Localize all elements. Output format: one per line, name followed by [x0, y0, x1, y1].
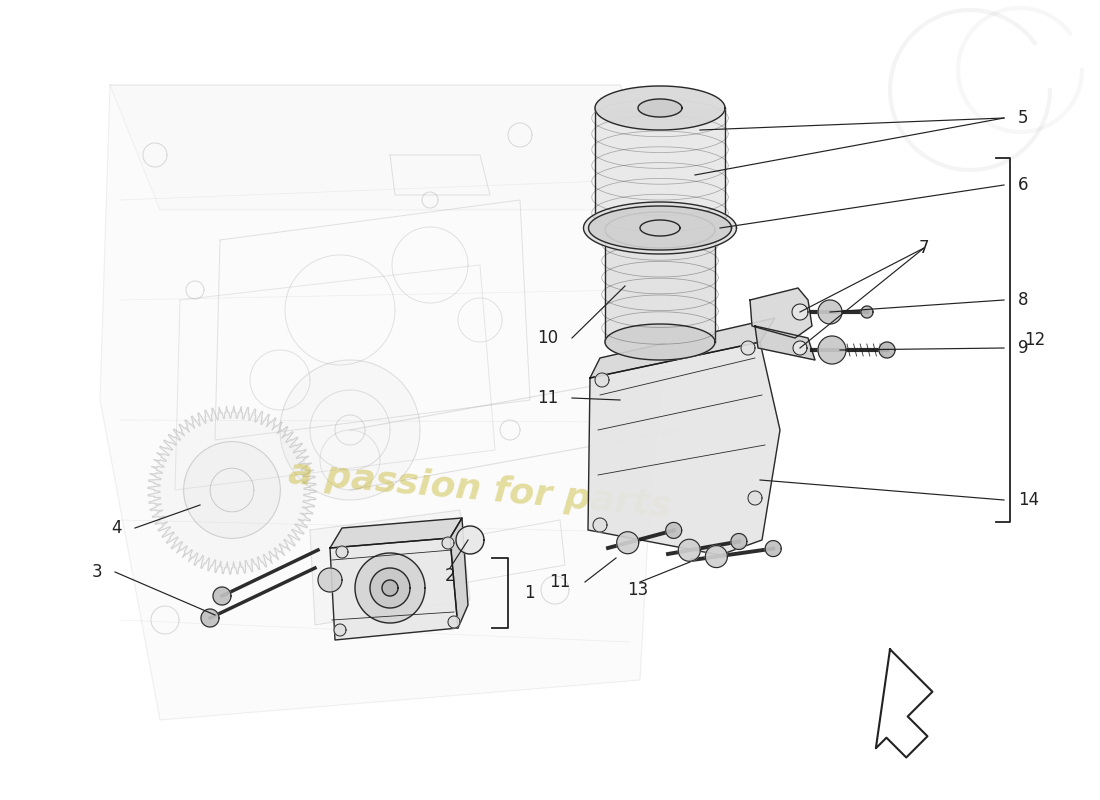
Polygon shape	[370, 568, 410, 608]
Polygon shape	[213, 587, 231, 605]
Polygon shape	[595, 86, 725, 130]
Polygon shape	[750, 288, 812, 338]
Polygon shape	[755, 326, 815, 360]
Polygon shape	[679, 539, 701, 562]
Text: 13: 13	[627, 581, 649, 599]
Polygon shape	[456, 526, 484, 554]
Polygon shape	[861, 306, 873, 318]
Polygon shape	[355, 553, 425, 623]
Polygon shape	[450, 518, 468, 628]
Polygon shape	[100, 85, 680, 720]
Polygon shape	[818, 300, 842, 324]
Text: 2: 2	[444, 567, 455, 585]
Polygon shape	[588, 206, 732, 250]
Polygon shape	[705, 546, 727, 567]
Polygon shape	[605, 324, 715, 360]
Polygon shape	[741, 341, 755, 355]
Polygon shape	[448, 616, 460, 628]
Polygon shape	[766, 541, 781, 557]
Text: 14: 14	[1018, 491, 1040, 509]
Polygon shape	[605, 212, 715, 248]
Text: 8: 8	[1018, 291, 1028, 309]
Polygon shape	[730, 534, 747, 550]
Text: 3: 3	[91, 563, 102, 581]
Text: 6: 6	[1018, 176, 1028, 194]
Polygon shape	[748, 491, 762, 505]
Text: a passion for parts: a passion for parts	[287, 456, 673, 524]
Polygon shape	[201, 609, 219, 627]
Polygon shape	[792, 304, 808, 320]
Polygon shape	[442, 537, 454, 549]
Polygon shape	[318, 568, 342, 592]
Polygon shape	[640, 220, 680, 236]
Polygon shape	[638, 99, 682, 117]
Text: 12: 12	[1024, 331, 1045, 349]
Text: 5: 5	[1018, 109, 1028, 127]
Polygon shape	[334, 624, 346, 636]
Polygon shape	[793, 341, 807, 355]
Text: 11: 11	[537, 389, 558, 407]
Polygon shape	[184, 442, 280, 538]
Polygon shape	[879, 342, 895, 358]
Text: 7: 7	[918, 239, 930, 257]
Polygon shape	[330, 518, 462, 548]
Polygon shape	[595, 373, 609, 387]
Polygon shape	[617, 532, 639, 554]
Polygon shape	[876, 650, 933, 758]
Polygon shape	[148, 406, 316, 574]
Polygon shape	[336, 546, 348, 558]
Text: 9: 9	[1018, 339, 1028, 357]
Text: 10: 10	[537, 329, 558, 347]
Polygon shape	[666, 522, 682, 538]
Polygon shape	[590, 318, 776, 378]
Polygon shape	[593, 518, 607, 532]
Polygon shape	[310, 510, 470, 625]
Polygon shape	[588, 342, 780, 555]
Text: 11: 11	[549, 573, 570, 591]
Polygon shape	[818, 336, 846, 364]
Polygon shape	[583, 202, 737, 254]
Polygon shape	[280, 360, 420, 500]
Polygon shape	[605, 230, 715, 342]
Text: 1: 1	[524, 584, 535, 602]
Polygon shape	[330, 538, 458, 640]
Text: 4: 4	[111, 519, 122, 537]
Polygon shape	[595, 108, 725, 228]
Polygon shape	[382, 580, 398, 596]
